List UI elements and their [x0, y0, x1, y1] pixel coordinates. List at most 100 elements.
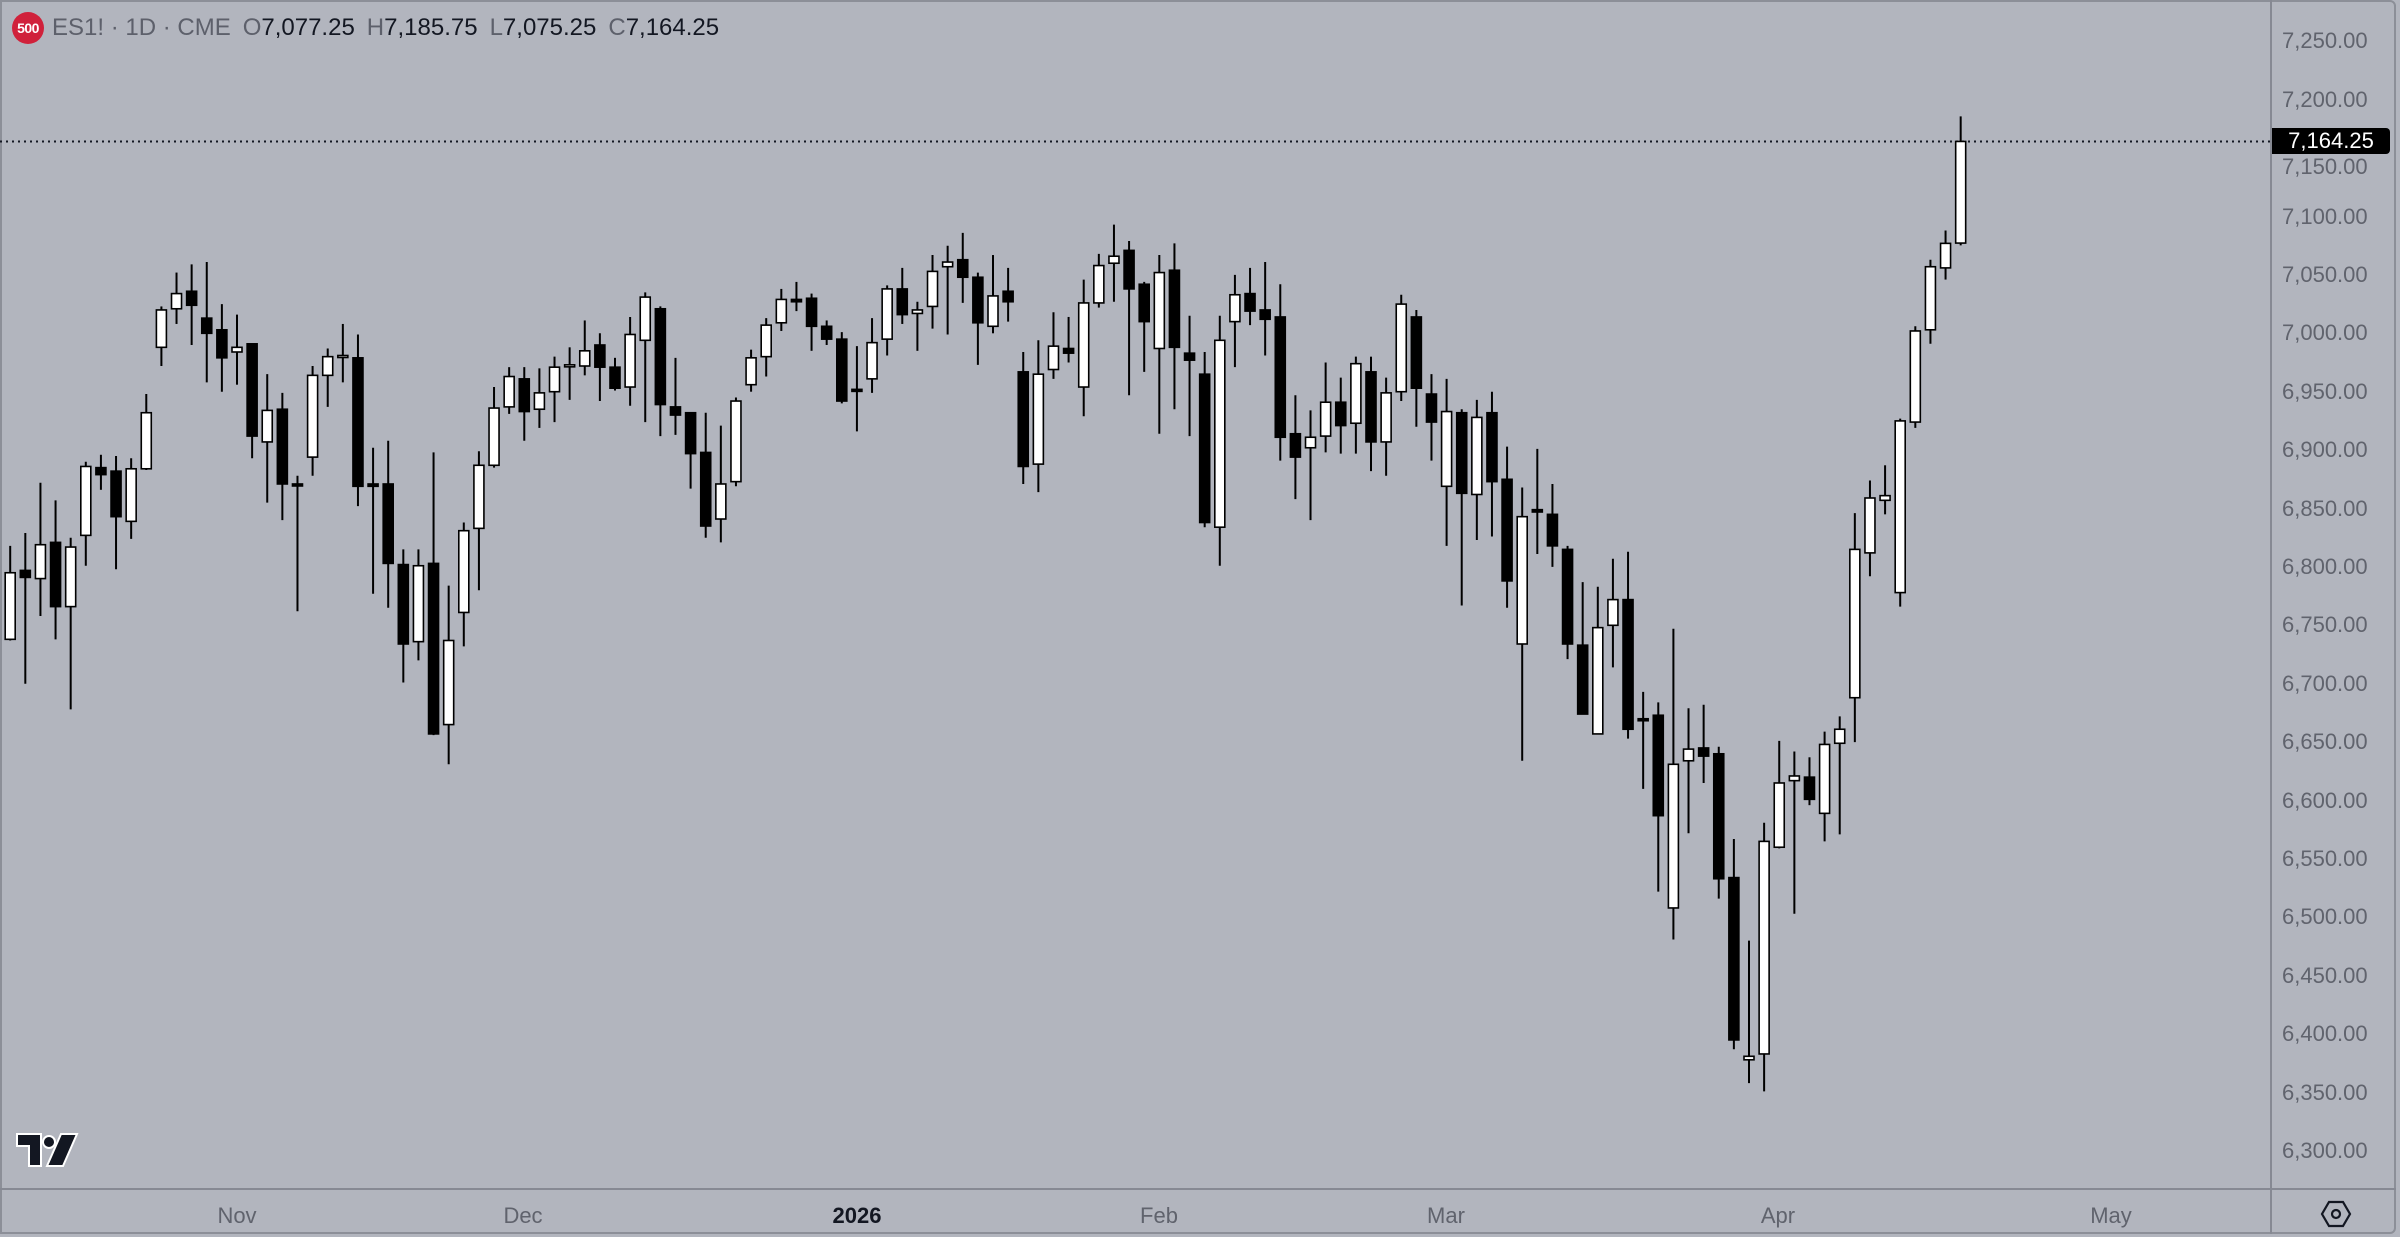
candle-body-up: [1047, 345, 1060, 371]
candle: [1062, 316, 1075, 363]
candle: [1214, 315, 1226, 566]
candle-body-down: [896, 288, 909, 316]
candle-body-up: [730, 400, 742, 483]
candle-body-down: [19, 569, 32, 579]
candle-body-up: [231, 346, 243, 353]
candle: [1954, 116, 1967, 246]
candle: [1849, 513, 1861, 743]
candle-body-down: [835, 338, 848, 402]
candle-body-up: [1667, 763, 1680, 909]
candle: [1682, 708, 1695, 834]
price-axis-divider: [2270, 0, 2272, 1234]
candle-body-down: [427, 562, 440, 735]
candle-body-down: [790, 298, 803, 303]
candle: [34, 482, 47, 616]
candle-body-up: [457, 529, 470, 614]
candle-body-down: [609, 366, 621, 389]
candle: [427, 452, 440, 736]
candle: [64, 537, 77, 710]
candle: [699, 412, 712, 538]
candle: [1924, 259, 1937, 344]
last-price-tag: 7,164.25: [2272, 128, 2390, 155]
candle-body-up: [4, 571, 16, 641]
candle-body-down: [1410, 316, 1423, 389]
candle-body-down: [956, 258, 969, 279]
candle-body-up: [1864, 497, 1876, 554]
price-tick-label: 6,600.00: [2282, 787, 2368, 813]
candle: [1455, 409, 1468, 606]
time-tick-label: Feb: [1140, 1203, 1178, 1228]
candlestick-plot[interactable]: [0, 0, 2270, 1188]
candle: [503, 367, 515, 414]
candle-body-down: [669, 406, 682, 416]
candle: [684, 411, 697, 489]
candle-body-up: [1395, 303, 1408, 393]
candle: [1047, 312, 1060, 379]
time-tick-label: Nov: [217, 1203, 257, 1228]
candle-body-up: [1758, 840, 1770, 1055]
candle-body-down: [1576, 644, 1589, 715]
candle: [1561, 545, 1574, 660]
candle-body-down: [382, 483, 395, 565]
candle: [1531, 448, 1544, 555]
symbol-title[interactable]: ES1! · 1D · CME: [52, 14, 231, 41]
candle: [956, 232, 969, 303]
candle: [1607, 558, 1619, 668]
candle-body-up: [1229, 293, 1241, 323]
candle-body-down: [1425, 393, 1438, 423]
candle-body-up: [412, 564, 425, 643]
candle: [1350, 356, 1362, 454]
candle-body-up: [1350, 362, 1362, 425]
candle: [669, 357, 682, 435]
candle: [835, 332, 848, 404]
candle-body-up: [578, 350, 591, 367]
candle: [337, 323, 349, 383]
high-value: H7,185.75: [367, 14, 478, 42]
sp500-badge-icon: 500: [12, 12, 44, 44]
candle-body-down: [397, 563, 410, 645]
candle-body-up: [1909, 330, 1922, 423]
candle-body-up: [639, 296, 652, 342]
candle-body-up: [1849, 548, 1861, 699]
candle: [654, 306, 667, 437]
candle-body-down: [1274, 316, 1287, 439]
candle: [1803, 757, 1816, 806]
candle-body-up: [1607, 598, 1619, 627]
candle: [715, 425, 727, 543]
candle: [306, 366, 319, 476]
candle: [1259, 262, 1271, 356]
candle: [563, 347, 576, 400]
candle: [1395, 294, 1408, 402]
candle-body-down: [1183, 352, 1196, 361]
candle-body-up: [34, 543, 47, 580]
candle-body-up: [1894, 420, 1906, 594]
candle-body-down: [1259, 309, 1271, 321]
candle-body-down: [1712, 752, 1725, 880]
candle: [412, 549, 425, 661]
candle: [1108, 224, 1120, 302]
candle: [185, 264, 198, 345]
candle: [1002, 267, 1014, 322]
settings-hexagon-icon[interactable]: [2320, 1199, 2352, 1229]
candle-body-up: [306, 374, 319, 458]
candle: [1471, 399, 1483, 541]
candle-body-up: [321, 355, 334, 377]
candle: [155, 306, 168, 367]
tradingview-logo[interactable]: [15, 1132, 79, 1168]
candle-body-down: [276, 408, 289, 485]
candle-body-up: [473, 464, 485, 530]
candle-body-up: [745, 357, 757, 386]
candle-body-up: [1743, 1055, 1755, 1061]
candle-body-down: [820, 325, 833, 340]
candle: [1168, 243, 1181, 410]
candle: [1864, 480, 1876, 577]
candle-body-up: [1788, 775, 1801, 782]
candle: [911, 301, 924, 351]
candle: [1758, 822, 1770, 1092]
candle: [488, 387, 500, 468]
candle: [382, 440, 395, 608]
candle-body-up: [548, 366, 561, 393]
candle-body-up: [715, 483, 727, 520]
candle: [1198, 351, 1211, 528]
candle-body-up: [881, 288, 893, 340]
